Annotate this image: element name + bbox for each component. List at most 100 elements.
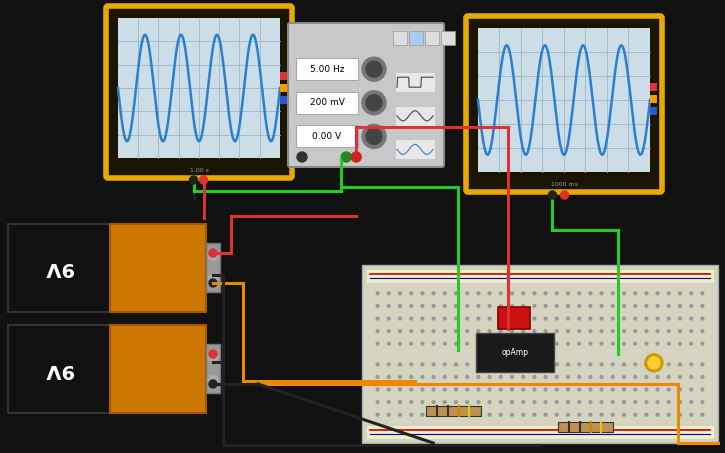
Circle shape: [477, 292, 480, 295]
Circle shape: [522, 388, 525, 391]
Bar: [409, 31, 423, 45]
Circle shape: [544, 330, 547, 333]
Circle shape: [578, 376, 581, 378]
Circle shape: [510, 363, 513, 366]
Circle shape: [455, 330, 457, 333]
Circle shape: [560, 191, 568, 199]
Bar: [206, 243, 220, 292]
Circle shape: [522, 330, 525, 333]
Circle shape: [645, 292, 648, 295]
Circle shape: [679, 317, 682, 320]
Circle shape: [600, 401, 603, 404]
Circle shape: [432, 376, 435, 378]
Circle shape: [488, 413, 491, 416]
Circle shape: [689, 401, 692, 404]
Circle shape: [399, 342, 402, 345]
Circle shape: [611, 342, 614, 345]
Circle shape: [689, 342, 692, 345]
Circle shape: [533, 330, 536, 333]
Circle shape: [656, 388, 659, 391]
Circle shape: [645, 354, 663, 372]
Circle shape: [623, 388, 626, 391]
Circle shape: [510, 413, 513, 416]
Circle shape: [477, 304, 480, 307]
Circle shape: [679, 292, 682, 295]
Circle shape: [634, 363, 637, 366]
Bar: [280, 96, 287, 104]
Circle shape: [668, 304, 670, 307]
Circle shape: [701, 292, 704, 295]
Circle shape: [567, 413, 569, 416]
Bar: [118, 18, 280, 158]
Circle shape: [488, 292, 491, 295]
Circle shape: [444, 363, 446, 366]
Circle shape: [567, 376, 569, 378]
Circle shape: [623, 292, 626, 295]
Circle shape: [645, 330, 648, 333]
Circle shape: [544, 304, 547, 307]
Circle shape: [533, 292, 536, 295]
Circle shape: [701, 304, 704, 307]
Circle shape: [611, 292, 614, 295]
Circle shape: [387, 401, 390, 404]
Circle shape: [634, 292, 637, 295]
Circle shape: [376, 330, 379, 333]
Bar: [296, 92, 358, 114]
Circle shape: [679, 304, 682, 307]
Circle shape: [455, 401, 457, 404]
Bar: [650, 96, 657, 103]
Circle shape: [510, 317, 513, 320]
Circle shape: [555, 376, 558, 378]
Bar: [110, 224, 206, 312]
Circle shape: [399, 388, 402, 391]
Circle shape: [465, 292, 468, 295]
Circle shape: [488, 330, 491, 333]
Circle shape: [679, 401, 682, 404]
Circle shape: [488, 388, 491, 391]
Circle shape: [623, 363, 626, 366]
Circle shape: [522, 317, 525, 320]
Circle shape: [611, 388, 614, 391]
Circle shape: [500, 401, 502, 404]
Circle shape: [209, 380, 217, 388]
Circle shape: [432, 388, 435, 391]
Circle shape: [399, 376, 402, 378]
Circle shape: [421, 401, 424, 404]
Circle shape: [500, 413, 502, 416]
Circle shape: [589, 304, 592, 307]
Circle shape: [611, 401, 614, 404]
Circle shape: [522, 413, 525, 416]
Circle shape: [701, 317, 704, 320]
Circle shape: [589, 376, 592, 378]
Circle shape: [689, 304, 692, 307]
Circle shape: [500, 317, 502, 320]
Circle shape: [432, 413, 435, 416]
Circle shape: [611, 330, 614, 333]
Text: 1.00 s: 1.00 s: [189, 169, 208, 173]
Circle shape: [555, 401, 558, 404]
Circle shape: [421, 330, 424, 333]
Circle shape: [701, 413, 704, 416]
FancyBboxPatch shape: [466, 16, 662, 192]
Circle shape: [510, 330, 513, 333]
Circle shape: [533, 401, 536, 404]
Circle shape: [589, 342, 592, 345]
FancyBboxPatch shape: [288, 23, 444, 167]
Circle shape: [589, 401, 592, 404]
Circle shape: [351, 152, 361, 162]
Circle shape: [533, 304, 536, 307]
Circle shape: [410, 413, 413, 416]
Circle shape: [623, 413, 626, 416]
Circle shape: [376, 342, 379, 345]
Circle shape: [645, 363, 648, 366]
Circle shape: [189, 176, 197, 184]
Circle shape: [656, 317, 659, 320]
Circle shape: [533, 363, 536, 366]
Circle shape: [589, 388, 592, 391]
Circle shape: [366, 61, 382, 77]
Circle shape: [410, 342, 413, 345]
Circle shape: [648, 357, 660, 369]
Circle shape: [421, 413, 424, 416]
Circle shape: [387, 304, 390, 307]
Circle shape: [465, 342, 468, 345]
